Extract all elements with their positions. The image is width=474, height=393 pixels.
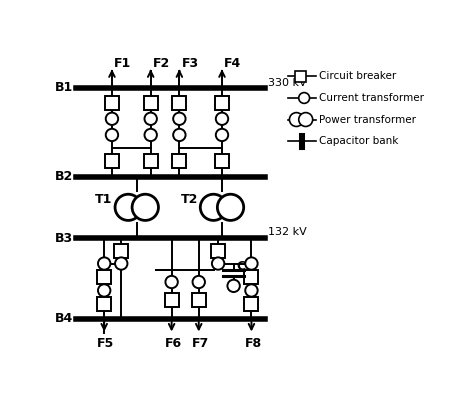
Circle shape: [115, 257, 128, 270]
Circle shape: [173, 129, 186, 141]
Circle shape: [106, 129, 118, 141]
Text: F5: F5: [97, 338, 114, 351]
Circle shape: [216, 113, 228, 125]
Bar: [144, 154, 158, 168]
Bar: [192, 293, 206, 307]
Text: B1: B1: [55, 81, 73, 94]
Circle shape: [132, 194, 158, 220]
Bar: [215, 96, 229, 110]
Text: B3: B3: [55, 231, 73, 244]
Circle shape: [98, 284, 110, 297]
Circle shape: [218, 194, 244, 220]
Circle shape: [192, 276, 205, 288]
Bar: [105, 154, 119, 168]
Circle shape: [201, 194, 227, 220]
Text: T2: T2: [181, 193, 198, 206]
Text: F6: F6: [164, 338, 182, 351]
Circle shape: [106, 113, 118, 125]
Circle shape: [216, 129, 228, 141]
Text: T1: T1: [95, 193, 113, 206]
Bar: [211, 244, 225, 258]
Circle shape: [98, 257, 110, 270]
Circle shape: [145, 129, 157, 141]
Bar: [245, 270, 258, 284]
Bar: [215, 154, 229, 168]
Circle shape: [145, 113, 157, 125]
Text: F1: F1: [114, 57, 131, 70]
Bar: [173, 154, 186, 168]
Circle shape: [290, 113, 303, 127]
Text: F7: F7: [191, 338, 209, 351]
Text: 132 kV: 132 kV: [268, 227, 307, 237]
Bar: [114, 244, 128, 258]
Text: Power transformer: Power transformer: [319, 114, 416, 125]
Bar: [173, 96, 186, 110]
Text: F2: F2: [153, 57, 170, 70]
Circle shape: [115, 194, 141, 220]
Bar: [105, 96, 119, 110]
Text: Current transformer: Current transformer: [319, 93, 424, 103]
Bar: [245, 297, 258, 310]
Circle shape: [299, 113, 313, 127]
Bar: [295, 71, 306, 82]
Circle shape: [245, 257, 258, 270]
Bar: [144, 96, 158, 110]
Text: B2: B2: [55, 170, 73, 183]
Text: F4: F4: [224, 57, 242, 70]
Circle shape: [228, 280, 240, 292]
Text: C1: C1: [237, 260, 255, 273]
Circle shape: [299, 93, 310, 103]
Circle shape: [173, 113, 186, 125]
Circle shape: [245, 284, 258, 297]
Bar: [164, 293, 179, 307]
Text: Capacitor bank: Capacitor bank: [319, 136, 398, 146]
Text: 330 kV: 330 kV: [268, 78, 307, 88]
Text: F3: F3: [182, 57, 199, 70]
Bar: [97, 270, 111, 284]
Text: F8: F8: [245, 338, 262, 351]
Text: Circuit breaker: Circuit breaker: [319, 72, 396, 81]
Circle shape: [212, 257, 224, 270]
Text: B4: B4: [55, 312, 73, 325]
Circle shape: [165, 276, 178, 288]
Bar: [97, 297, 111, 310]
